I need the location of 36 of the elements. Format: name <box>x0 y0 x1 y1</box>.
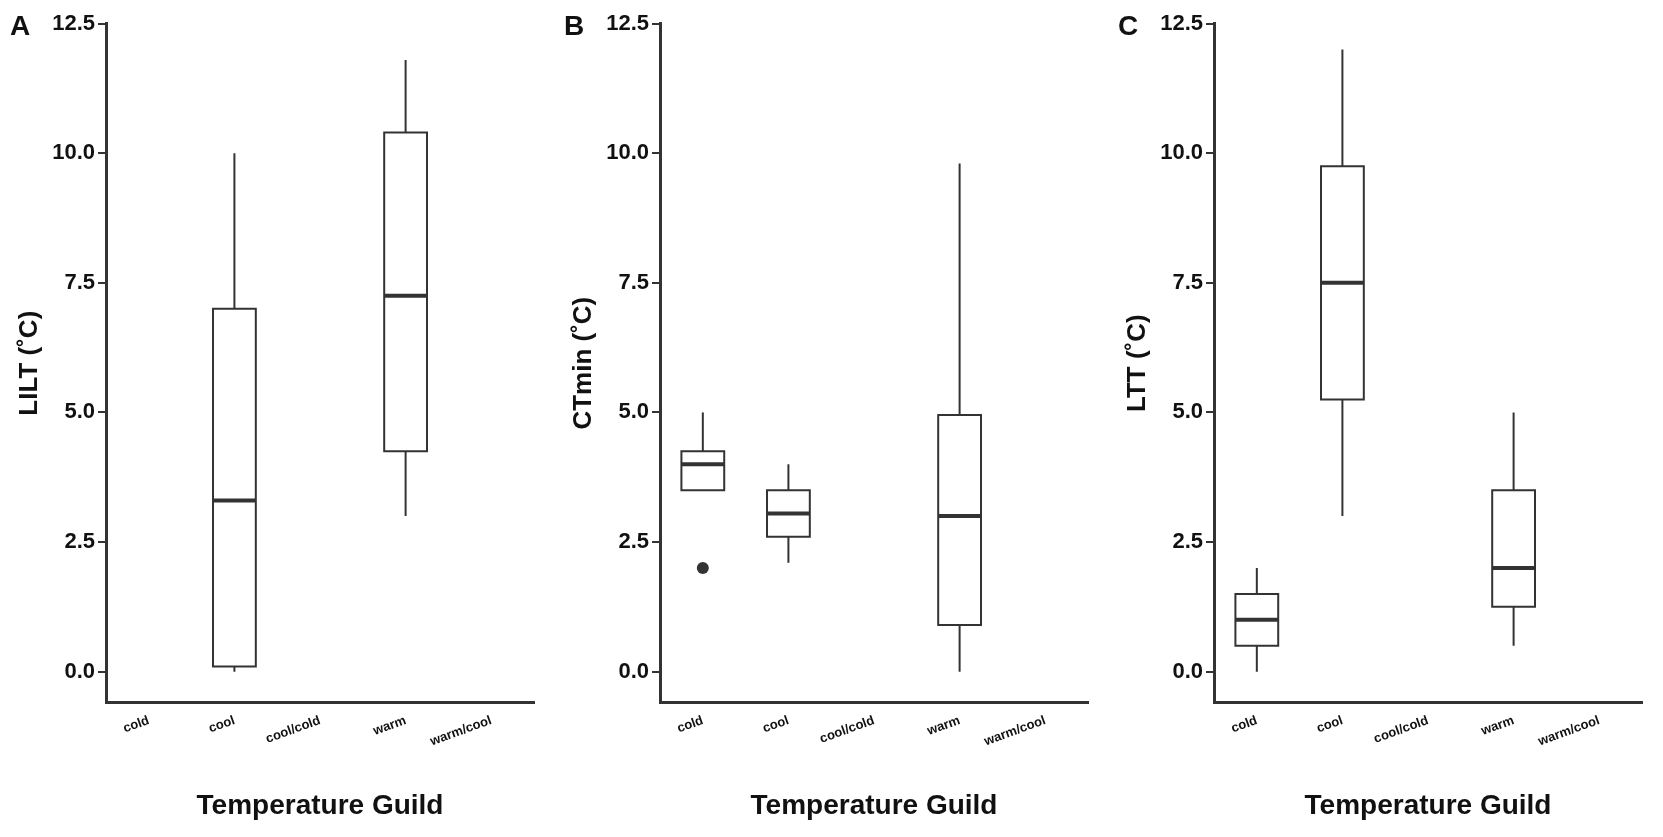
x-tick-label: cool <box>206 712 237 736</box>
x-tick-label: cool <box>1314 712 1345 736</box>
y-axis-title: LTT (˚C) <box>1120 314 1151 413</box>
y-tick-label: 7.5 <box>1172 268 1204 294</box>
chart-title: A <box>10 9 31 41</box>
y-tick-label: 7.5 <box>64 268 96 294</box>
y-tick-label: 2.5 <box>64 528 96 554</box>
y-tick-label: 7.5 <box>618 268 650 294</box>
y-tick-label: 5.0 <box>1172 398 1204 424</box>
x-tick-label: cold <box>1228 712 1260 736</box>
y-tick-label: 10.0 <box>1160 139 1204 165</box>
x-tick-label: warm <box>1477 712 1516 739</box>
x-tick-label: warm <box>923 712 962 739</box>
x-axis-title: Temperature Guild <box>196 788 444 820</box>
y-tick-label: 0.0 <box>64 657 96 683</box>
y-tick-label: 0.0 <box>618 657 650 683</box>
y-tick-label: 10.0 <box>52 139 96 165</box>
x-tick-label: cold <box>120 712 152 736</box>
x-tick-label: cold <box>674 712 706 736</box>
y-tick-label: 12.5 <box>606 9 650 35</box>
x-tick-label: cool <box>760 712 791 736</box>
y-tick-label: 12.5 <box>52 9 96 35</box>
y-tick-label: 5.0 <box>64 398 96 424</box>
x-axis-title: Temperature Guild <box>1304 788 1552 820</box>
y-tick-label: 2.5 <box>1172 528 1204 554</box>
chart-title: B <box>564 9 585 41</box>
y-tick-label: 0.0 <box>1172 657 1204 683</box>
y-axis-title: LILT (˚C) <box>12 310 43 416</box>
y-tick-label: 2.5 <box>618 528 650 554</box>
chart-title: C <box>1118 9 1139 41</box>
y-tick-label: 10.0 <box>606 139 650 165</box>
y-tick-label: 12.5 <box>1160 9 1204 35</box>
y-axis-title: CTmin (˚C) <box>566 296 597 430</box>
x-axis-title: Temperature Guild <box>750 788 998 820</box>
y-tick-label: 5.0 <box>618 398 650 424</box>
x-tick-label: warm <box>369 712 408 739</box>
